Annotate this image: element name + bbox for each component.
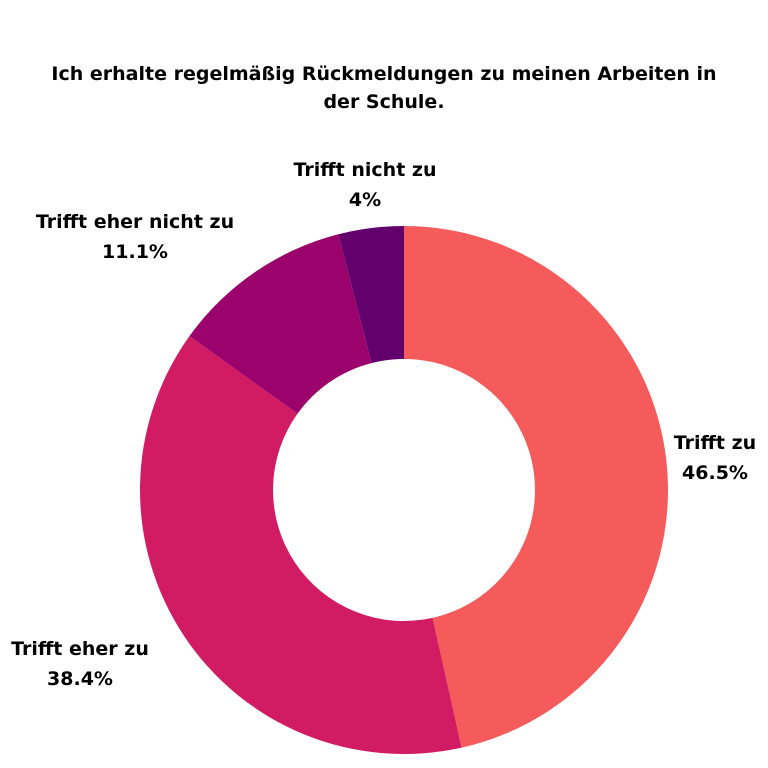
donut-slice-trifft-eher-zu: [140, 336, 462, 754]
donut-slice-trifft-eher-nicht-zu: [189, 234, 372, 414]
slice-category-label: Trifft eher zu: [11, 638, 149, 660]
slice-value-label: 11.1%: [102, 241, 168, 263]
slice-label-trifft-zu: Trifft zu 46.5%: [665, 428, 765, 488]
chart-title: Ich erhalte regelmäßig Rückmeldungen zu …: [51, 63, 717, 113]
slice-label-trifft-eher-nicht-zu: Trifft eher nicht zu 11.1%: [30, 207, 240, 267]
slice-value-label: 38.4%: [47, 668, 113, 690]
slice-label-trifft-eher-zu: Trifft eher zu 38.4%: [5, 634, 155, 694]
slice-category-label: Trifft zu: [673, 432, 757, 454]
donut-slice-trifft-zu: [404, 226, 668, 748]
donut-slice-trifft-nicht-zu: [338, 226, 404, 364]
slice-category-label: Trifft nicht zu: [293, 159, 437, 181]
slice-label-trifft-nicht-zu: Trifft nicht zu 4%: [285, 155, 445, 215]
slice-value-label: 46.5%: [682, 462, 748, 484]
slice-category-label: Trifft eher nicht zu: [35, 211, 235, 233]
slice-value-label: 4%: [348, 189, 382, 211]
